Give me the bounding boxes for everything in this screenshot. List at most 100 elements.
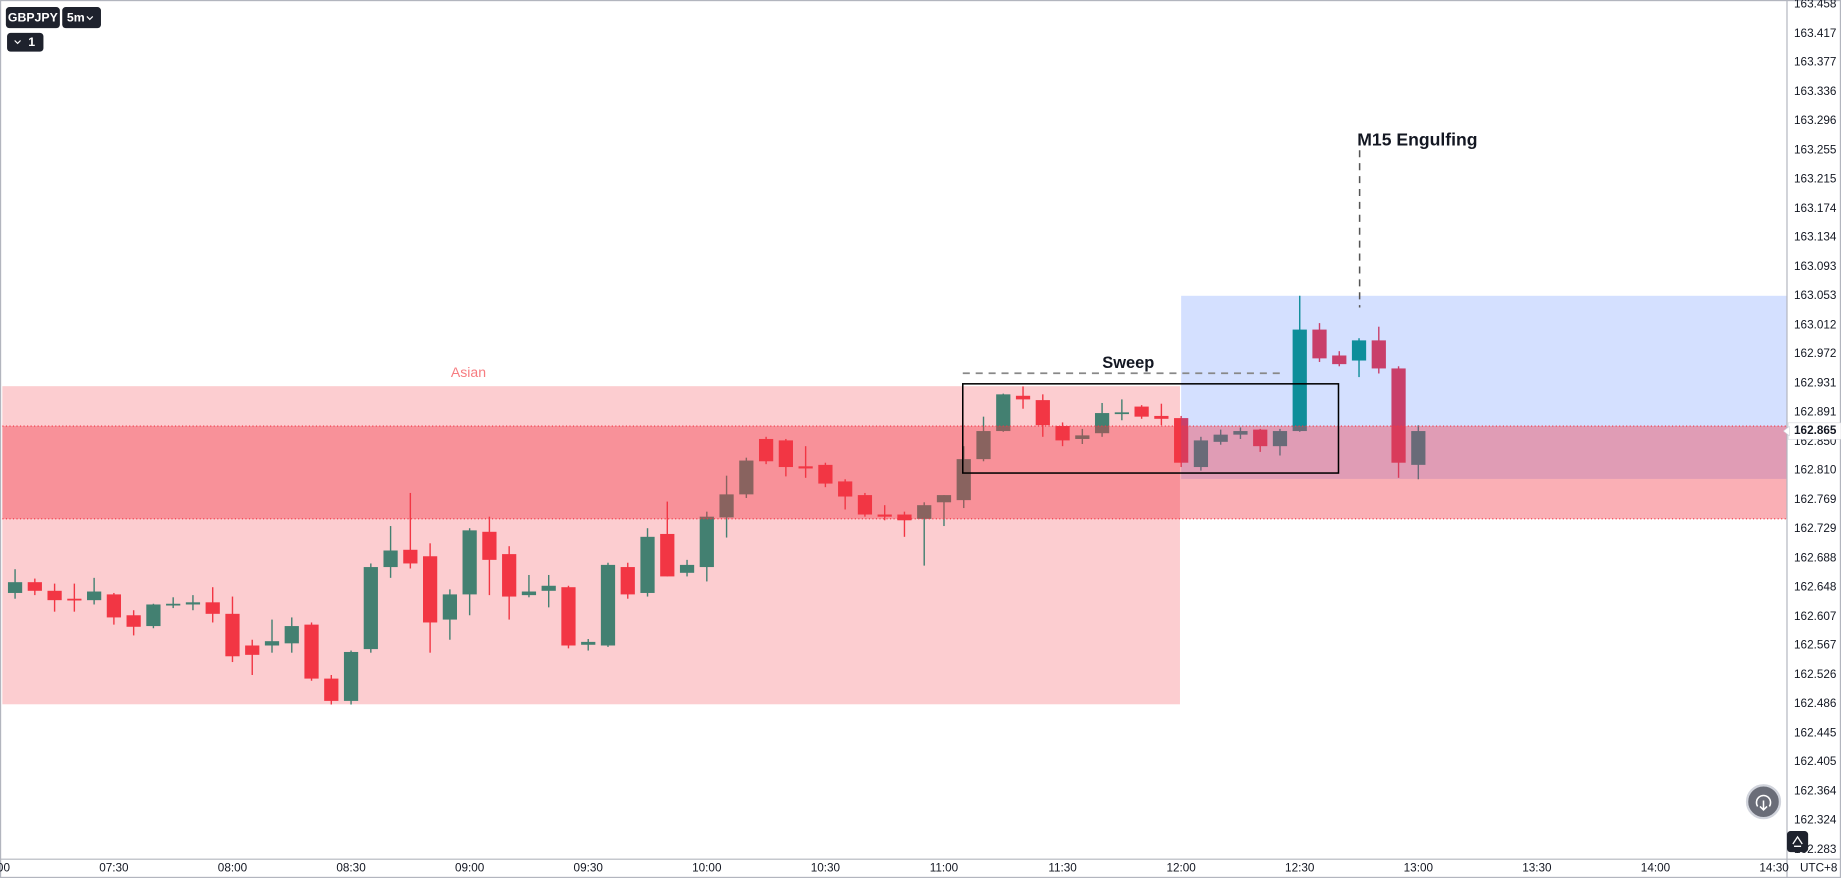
scroll-icon xyxy=(1755,794,1772,811)
candle-body xyxy=(245,645,260,655)
candle-body xyxy=(1292,329,1307,432)
candle-body xyxy=(343,651,359,701)
candle-body xyxy=(205,602,220,614)
candle-body xyxy=(185,602,201,605)
controls xyxy=(1745,784,1809,853)
candle-body xyxy=(1253,429,1268,447)
candle-body xyxy=(739,460,754,495)
candle-body xyxy=(1193,440,1209,468)
candle-body xyxy=(699,516,714,568)
candle-body xyxy=(541,585,556,591)
candle-body xyxy=(403,549,418,564)
candle-body xyxy=(1213,434,1228,442)
candle-body xyxy=(1174,418,1189,463)
y-tick-label: 162.445 xyxy=(1794,726,1837,739)
candle-body xyxy=(976,431,991,460)
y-tick-label: 163.174 xyxy=(1794,202,1837,215)
candle-body xyxy=(1134,406,1149,417)
x-tick-label: 14:00 xyxy=(1641,862,1671,875)
y-tick-label: 162.729 xyxy=(1794,522,1836,535)
x-tick-label: 10:30 xyxy=(811,862,841,875)
indicators-button[interactable] xyxy=(7,32,44,52)
candle-body xyxy=(640,536,655,593)
candle-body xyxy=(422,556,438,623)
candle-body xyxy=(936,495,952,503)
candle-body xyxy=(166,603,181,606)
auto-scale-button[interactable] xyxy=(1786,831,1809,853)
y-tick-label: 162.405 xyxy=(1794,755,1837,768)
x-tick-label: 08:00 xyxy=(218,862,248,875)
candle-body xyxy=(1332,355,1347,365)
toolbar: GBPJPY 5m 1 xyxy=(5,7,101,52)
candle-body xyxy=(462,530,477,595)
candle-body xyxy=(324,678,339,701)
candle-body xyxy=(1411,431,1426,465)
candle-body xyxy=(758,438,774,462)
asian-session-box xyxy=(2,386,1180,705)
time-axis-panel xyxy=(0,859,1841,878)
interval-button[interactable] xyxy=(62,7,101,29)
candle-body xyxy=(47,590,62,601)
candle-body xyxy=(798,466,813,469)
y-tick-label: 162.648 xyxy=(1794,580,1837,593)
x-tick-label: 12:30 xyxy=(1285,862,1315,875)
y-tick-label: 162.526 xyxy=(1794,668,1836,681)
candle-body xyxy=(502,554,517,597)
y-tick-label: 163.215 xyxy=(1794,172,1837,185)
candle-body xyxy=(679,564,695,573)
candle-body xyxy=(877,514,892,517)
candle-body xyxy=(778,440,793,468)
target-zone xyxy=(1181,295,1787,479)
y-tick-label: 162.486 xyxy=(1794,697,1836,710)
y-tick-label: 163.093 xyxy=(1794,260,1836,273)
candle-body xyxy=(146,604,161,627)
drawings: Asian Sweep M15 Engulfing xyxy=(2,130,1787,705)
y-tick-label: 162.688 xyxy=(1794,552,1837,565)
candle-body xyxy=(838,481,853,497)
y-tick-label: 162.891 xyxy=(1794,405,1836,418)
y-tick-label: 163.134 xyxy=(1794,231,1837,244)
candle-body xyxy=(126,615,141,627)
timezone-label: UTC+8 xyxy=(1800,862,1838,875)
candle-body xyxy=(1114,412,1129,415)
last-price-pointer xyxy=(1782,425,1790,437)
candle-body xyxy=(1312,329,1327,359)
candle-body xyxy=(897,514,912,521)
last-price-label: 162.865 xyxy=(1794,424,1837,437)
sweep-box xyxy=(962,383,1340,474)
candle-body xyxy=(1075,435,1090,439)
symbol-button[interactable] xyxy=(5,7,60,29)
x-tick-label: 13:00 xyxy=(1404,862,1434,875)
candle-body xyxy=(284,626,299,644)
chevron xyxy=(86,16,94,21)
candle-body xyxy=(996,394,1011,432)
candle-body xyxy=(67,598,82,601)
y-tick-label: 162.972 xyxy=(1794,347,1836,360)
x-tick-label: 08:30 xyxy=(336,862,366,875)
candles xyxy=(7,295,1426,705)
candle-body xyxy=(304,624,319,679)
candle-body xyxy=(600,564,616,646)
candle-body xyxy=(1233,431,1248,435)
x-tick-label: 07:30 xyxy=(99,862,129,875)
candle-body xyxy=(1272,431,1288,447)
candle-body xyxy=(660,533,675,577)
candle-body xyxy=(1094,413,1110,434)
candle-body xyxy=(1351,340,1367,361)
indicators-count: 1 xyxy=(28,35,35,49)
y-tick-label: 162.607 xyxy=(1794,610,1836,623)
x-tick-label: 11:30 xyxy=(1048,862,1077,875)
x-tick-label: 14:30 xyxy=(1759,862,1789,875)
candle-body xyxy=(956,459,971,501)
candle-body xyxy=(818,464,833,484)
candle-body xyxy=(521,591,537,596)
annotation: M15 Engulfing xyxy=(1357,130,1477,150)
candle-body xyxy=(719,494,734,518)
candle-body xyxy=(620,567,635,595)
x-tick-label: 09:00 xyxy=(455,862,485,875)
candle-body xyxy=(7,582,23,593)
x-tick-label: 09:30 xyxy=(574,862,604,875)
